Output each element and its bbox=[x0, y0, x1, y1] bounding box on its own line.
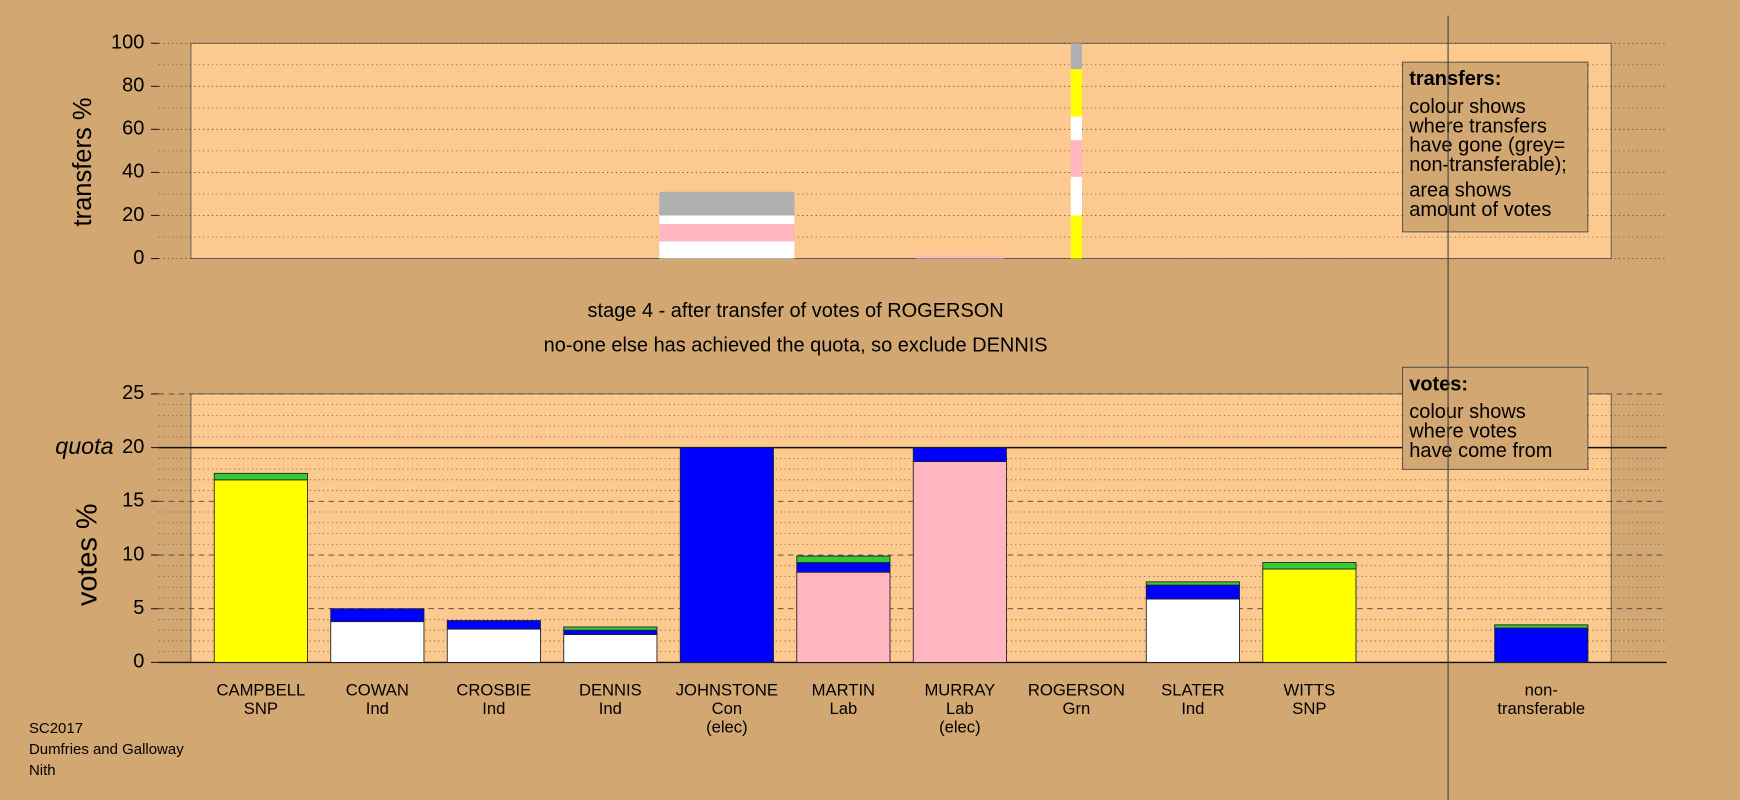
legend-text: have come from bbox=[1409, 440, 1552, 462]
vote-segment bbox=[330, 608, 425, 623]
vote-segment bbox=[1494, 624, 1589, 629]
x-tick-label: WITTS bbox=[1284, 681, 1336, 700]
x-tick-label: Grn bbox=[1063, 699, 1091, 718]
vote-segment bbox=[796, 562, 891, 573]
x-tick-label: ROGERSON bbox=[1028, 681, 1125, 700]
footer: SC2017 bbox=[29, 720, 83, 737]
caption: stage 4 - after transfer of votes of ROG… bbox=[588, 300, 1004, 322]
y-tick-label: 0 bbox=[133, 247, 144, 269]
vote-segment bbox=[563, 629, 658, 635]
transfer-segment bbox=[1070, 140, 1082, 177]
transfer-segment bbox=[659, 241, 795, 259]
vote-segment bbox=[213, 479, 308, 663]
vote-segment bbox=[1145, 581, 1240, 586]
x-tick-label: transferable bbox=[1497, 699, 1585, 718]
vote-segment bbox=[213, 472, 308, 481]
y-tick-label: 15 bbox=[122, 490, 144, 512]
legend-box bbox=[1402, 366, 1589, 470]
vote-segment bbox=[912, 461, 1007, 663]
vote-segment bbox=[796, 571, 891, 663]
x-tick-label: MARTIN bbox=[812, 681, 875, 700]
legend-text: area shows bbox=[1409, 180, 1511, 202]
transfer-segment bbox=[659, 191, 795, 216]
transfer-segment bbox=[659, 215, 795, 225]
footer: Dumfries and Galloway bbox=[29, 741, 184, 758]
y-axis-label: transfers % bbox=[69, 97, 97, 226]
y-tick-label: 25 bbox=[122, 382, 144, 404]
y-tick-label: 60 bbox=[122, 118, 144, 140]
legend-text: colour shows bbox=[1409, 96, 1526, 118]
x-tick-label: Ind bbox=[599, 699, 622, 718]
footer: Nith bbox=[29, 762, 56, 779]
legend-title: transfers: bbox=[1409, 68, 1501, 90]
transfer-segment bbox=[1070, 215, 1082, 259]
x-tick-label: COWAN bbox=[346, 681, 409, 700]
vote-segment bbox=[446, 628, 541, 663]
transfer-segment bbox=[1070, 43, 1082, 70]
x-tick-label: non- bbox=[1525, 681, 1558, 700]
vote-segment bbox=[330, 621, 425, 663]
legend-title: votes: bbox=[1409, 373, 1468, 395]
y-tick-label: 100 bbox=[111, 32, 144, 54]
vote-segment bbox=[912, 447, 1007, 463]
x-tick-label: CROSBIE bbox=[456, 681, 531, 700]
vote-segment bbox=[1494, 627, 1589, 663]
x-tick-label: Ind bbox=[1181, 699, 1204, 718]
transfer-segment bbox=[1070, 176, 1082, 216]
x-tick-label: Lab bbox=[946, 699, 974, 718]
x-tick-label: Ind bbox=[482, 699, 505, 718]
transfer-segment bbox=[659, 224, 795, 242]
y-tick-label: 40 bbox=[122, 161, 144, 183]
x-tick-label: CAMPBELL bbox=[216, 681, 305, 700]
x-tick-label: SNP bbox=[1292, 699, 1326, 718]
x-tick-label: Con bbox=[712, 699, 743, 718]
vote-segment bbox=[1262, 568, 1357, 663]
x-tick-label: JOHNSTONE bbox=[676, 681, 778, 700]
y-tick-label: 10 bbox=[122, 543, 144, 565]
y-tick-label: 20 bbox=[122, 204, 144, 226]
x-tick-label: (elec) bbox=[939, 717, 981, 736]
transfer-segment bbox=[1070, 69, 1082, 117]
vote-segment bbox=[1262, 562, 1357, 570]
x-tick-label: SNP bbox=[244, 699, 278, 718]
x-tick-label: (elec) bbox=[706, 717, 748, 736]
y-tick-label: 5 bbox=[133, 597, 144, 619]
x-tick-label: SLATER bbox=[1161, 681, 1224, 700]
transfer-segment bbox=[1070, 116, 1082, 141]
y-axis-label: votes % bbox=[71, 504, 103, 607]
x-tick-label: Ind bbox=[366, 699, 389, 718]
legend-text: colour shows bbox=[1409, 401, 1526, 423]
quota-label: quota bbox=[55, 433, 113, 459]
x-tick-label: DENNIS bbox=[579, 681, 642, 700]
vote-segment bbox=[679, 447, 774, 663]
legend-box bbox=[1402, 61, 1589, 233]
vote-segment bbox=[1145, 584, 1240, 600]
y-tick-label: 0 bbox=[133, 651, 144, 673]
transfer-segment bbox=[916, 255, 1004, 259]
x-tick-label: Lab bbox=[829, 699, 857, 718]
legend-text: where votes bbox=[1408, 420, 1517, 442]
y-tick-label: 20 bbox=[122, 436, 144, 458]
vote-segment bbox=[563, 626, 658, 631]
legend-text: amount of votes bbox=[1409, 199, 1551, 221]
caption: no-one else has achieved the quota, so e… bbox=[544, 334, 1048, 356]
y-tick-label: 80 bbox=[122, 75, 144, 97]
vote-segment bbox=[796, 555, 891, 563]
vote-segment bbox=[563, 634, 658, 663]
legend-text: non-transferable); bbox=[1409, 154, 1567, 176]
x-tick-label: MURRAY bbox=[924, 681, 995, 700]
vote-segment bbox=[446, 620, 541, 630]
vote-segment bbox=[1145, 598, 1240, 663]
legend-text: where transfers bbox=[1408, 115, 1547, 137]
